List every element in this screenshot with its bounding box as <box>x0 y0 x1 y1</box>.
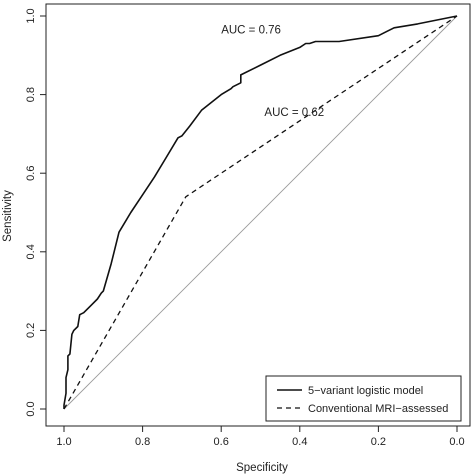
y-tick-label: 1.0 <box>25 8 37 23</box>
x-tick-label: 0.4 <box>292 436 307 448</box>
x-tick-label: 0.8 <box>135 436 150 448</box>
legend: 5−variant logistic model Conventional MR… <box>265 375 462 422</box>
legend-label-mri: Conventional MRI−assessed <box>308 403 448 415</box>
x-tick-label: 0.6 <box>214 436 229 448</box>
y-tick-label: 0.4 <box>25 244 37 259</box>
x-tick-label: 0.0 <box>449 436 464 448</box>
auc-annotation-mri: AUC = 0.62 <box>264 107 324 119</box>
legend-box <box>265 375 462 422</box>
y-tick-label: 0.0 <box>25 401 37 416</box>
roc-curve-conventional-mri <box>63 15 458 410</box>
x-axis: 1.0 0.8 0.6 0.4 0.2 0.0 <box>56 426 465 448</box>
y-tick-label: 0.8 <box>25 87 37 102</box>
plot-frame <box>45 3 471 427</box>
y-axis-title: Sensitivity <box>2 190 14 242</box>
x-tick-label: 1.0 <box>56 436 71 448</box>
roc-curve-logistic-model <box>63 15 458 409</box>
y-axis: 0.0 0.2 0.4 0.6 0.8 1.0 <box>25 8 46 417</box>
series-layer <box>63 15 458 410</box>
y-tick-label: 0.6 <box>25 166 37 181</box>
auc-annotation-logistic: AUC = 0.76 <box>221 25 281 37</box>
x-axis-title: Specificity <box>236 462 288 474</box>
legend-label-logistic: 5−variant logistic model <box>308 385 423 397</box>
reference-diagonal-line <box>63 15 458 410</box>
y-tick-label: 0.2 <box>25 323 37 338</box>
x-tick-label: 0.2 <box>371 436 386 448</box>
